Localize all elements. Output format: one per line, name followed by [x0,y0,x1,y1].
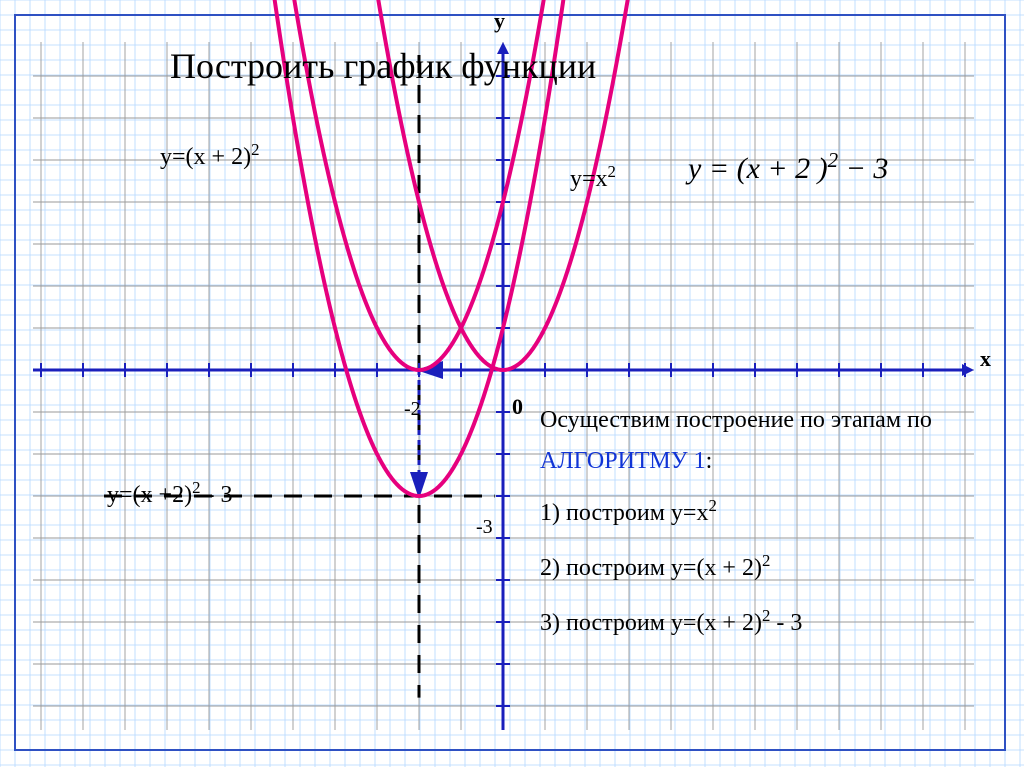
function-label-2: y=(x +2)2 - 3 [107,478,232,509]
axis-label-zero: 0 [512,394,523,420]
axis-label-minus3: -3 [476,516,493,539]
axis-label-x: x [980,346,991,372]
step-2: 2) построим y=(x + 2)2 [540,537,990,592]
steps-intro: Осуществим построение по этапам по АЛГОР… [540,400,990,482]
step-3: 3) построим y=(x + 2)2 - 3 [540,592,990,647]
algorithm-steps: Осуществим построение по этапам по АЛГОР… [540,400,990,647]
step-1: 1) построим y=x2 [540,482,990,537]
axis-label-y: y [494,8,505,34]
axis-label-minus2: -2 [404,398,421,421]
function-label-1: y=x2 [570,162,616,193]
main-equation: y = (x + 2 )2 − 3 [688,148,888,186]
algorithm-link[interactable]: АЛГОРИТМУ 1 [540,448,706,474]
function-label-0: y=(x + 2)2 [160,140,259,171]
chart-title: Построить график функции [170,45,596,87]
